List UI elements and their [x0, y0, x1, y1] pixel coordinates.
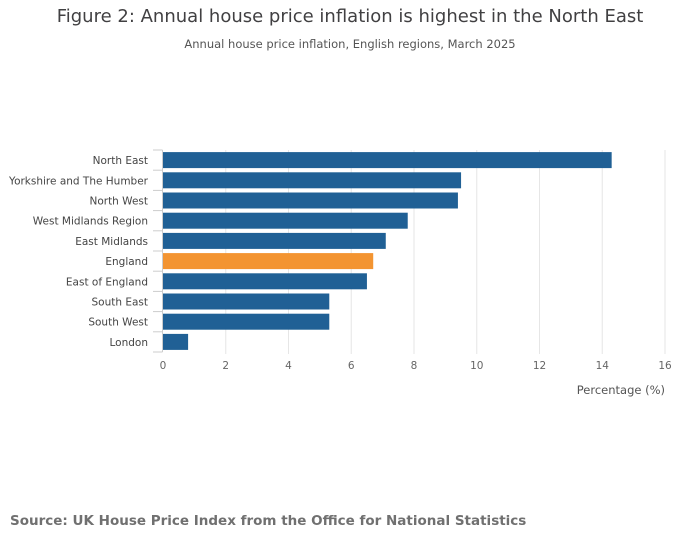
category-label-west-midlands-region: West Midlands Region: [33, 216, 148, 228]
bar-north-west: [163, 192, 458, 209]
x-axis-title: Percentage (%): [577, 383, 665, 397]
category-label-north-east: North East: [93, 155, 148, 167]
category-label-england: England: [105, 256, 148, 268]
x-tick-label-10: 10: [470, 360, 483, 372]
category-label-east-of-england: East of England: [66, 276, 148, 288]
bars: [163, 152, 612, 350]
bar-south-east: [163, 293, 330, 310]
category-label-yorkshire-and-the-humber: Yorkshire and The Humber: [8, 175, 149, 187]
category-label-london: London: [110, 337, 149, 349]
x-tick-label-12: 12: [533, 360, 546, 372]
x-tick-label-6: 6: [348, 360, 355, 372]
bar-east-midlands: [163, 232, 386, 249]
bar-east-of-england: [163, 273, 367, 290]
x-tick-label-14: 14: [596, 360, 610, 372]
axes: 0 2 4 6 8 10 12 14 16 North East Yorkshire and The…: [8, 149, 672, 397]
bar-london: [163, 333, 189, 350]
x-tick-label-2: 2: [222, 360, 229, 372]
category-label-south-east: South East: [91, 297, 148, 309]
category-label-south-west: South West: [88, 317, 148, 329]
x-tick-label-8: 8: [411, 360, 418, 372]
bar-yorkshire-and-the-humber: [163, 172, 462, 189]
chart-title: Figure 2: Annual house price inflation i…: [56, 6, 644, 27]
source-note: Source: UK House Price Index from the Of…: [10, 513, 527, 529]
x-tick-label-4: 4: [285, 360, 292, 372]
bar-north-east: [163, 152, 612, 169]
bar-england: [163, 253, 374, 270]
bar-west-midlands-region: [163, 212, 408, 229]
x-tick-label-16: 16: [658, 360, 672, 372]
chart-subtitle: Annual house price inflation, English re…: [184, 37, 516, 51]
bar-south-west: [163, 313, 330, 330]
category-label-north-west: North West: [89, 196, 148, 208]
category-label-east-midlands: East Midlands: [75, 236, 148, 248]
x-tick-label-0: 0: [160, 360, 167, 372]
